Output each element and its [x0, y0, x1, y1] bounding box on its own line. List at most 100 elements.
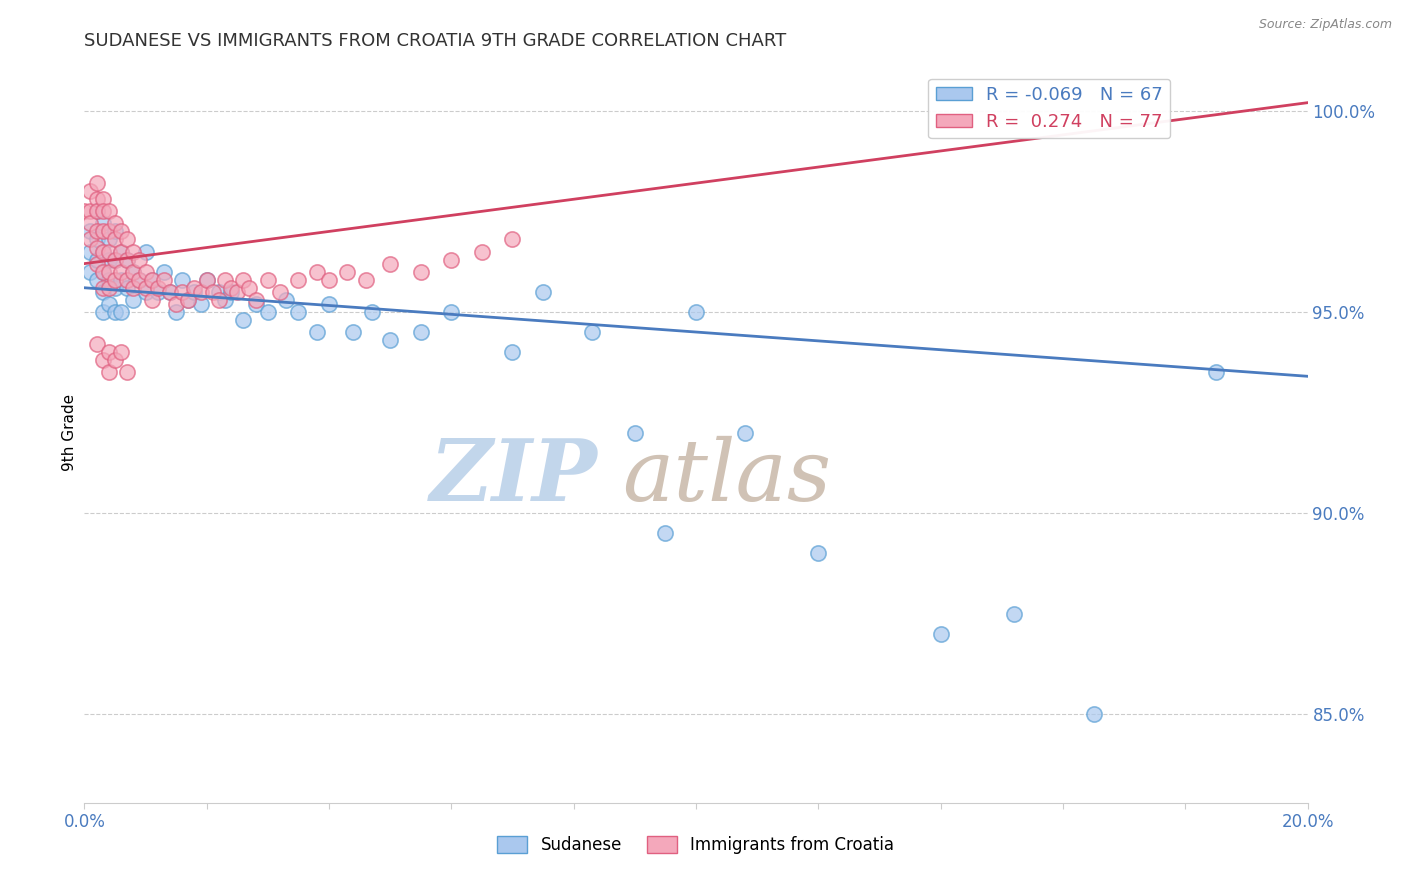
Point: [232, 313, 254, 327]
Point: [91, 244, 114, 259]
Point: [79, 232, 101, 246]
Point: [380, 333, 402, 347]
Point: [79, 204, 101, 219]
Point: [929, 627, 952, 641]
Point: [97, 345, 120, 359]
Point: [86, 273, 108, 287]
Point: [287, 273, 309, 287]
Point: [110, 273, 132, 287]
Y-axis label: 9th Grade: 9th Grade: [62, 394, 77, 471]
Point: [153, 273, 176, 287]
Point: [97, 273, 120, 287]
Point: [86, 192, 108, 206]
Point: [122, 281, 145, 295]
Point: [73, 204, 96, 219]
Point: [318, 297, 340, 311]
Point: [97, 232, 120, 246]
Point: [141, 293, 163, 307]
Point: [104, 353, 127, 368]
Point: [110, 305, 132, 319]
Point: [104, 252, 127, 267]
Point: [86, 257, 108, 271]
Point: [128, 273, 150, 287]
Point: [226, 285, 249, 299]
Point: [409, 265, 432, 279]
Point: [380, 257, 402, 271]
Point: [110, 244, 132, 259]
Point: [97, 252, 120, 267]
Legend: Sudanese, Immigrants from Croatia: Sudanese, Immigrants from Croatia: [491, 830, 901, 861]
Point: [86, 252, 108, 267]
Point: [1083, 707, 1105, 722]
Point: [195, 273, 218, 287]
Point: [115, 232, 138, 246]
Point: [183, 281, 205, 295]
Point: [502, 345, 524, 359]
Point: [624, 425, 647, 440]
Point: [79, 265, 101, 279]
Point: [245, 293, 267, 307]
Point: [91, 216, 114, 230]
Point: [531, 285, 554, 299]
Point: [208, 293, 231, 307]
Point: [305, 265, 328, 279]
Point: [214, 293, 236, 307]
Point: [807, 546, 830, 560]
Point: [245, 297, 267, 311]
Point: [104, 216, 127, 230]
Point: [91, 265, 114, 279]
Point: [97, 365, 120, 379]
Point: [104, 305, 127, 319]
Point: [287, 305, 309, 319]
Point: [135, 244, 157, 259]
Text: atlas: atlas: [623, 435, 832, 518]
Point: [122, 293, 145, 307]
Point: [153, 265, 176, 279]
Point: [135, 265, 157, 279]
Point: [141, 273, 163, 287]
Point: [122, 265, 145, 279]
Point: [97, 224, 120, 238]
Point: [257, 273, 280, 287]
Point: [97, 265, 120, 279]
Point: [79, 184, 101, 198]
Point: [115, 365, 138, 379]
Point: [177, 293, 200, 307]
Text: ZIP: ZIP: [430, 435, 598, 519]
Point: [159, 285, 181, 299]
Point: [305, 325, 328, 339]
Point: [91, 192, 114, 206]
Point: [440, 252, 463, 267]
Point: [146, 285, 169, 299]
Point: [1002, 607, 1025, 621]
Point: [360, 305, 382, 319]
Point: [86, 241, 108, 255]
Point: [115, 252, 138, 267]
Point: [86, 337, 108, 351]
Point: [128, 273, 150, 287]
Point: [471, 244, 494, 259]
Point: [318, 273, 340, 287]
Point: [97, 281, 120, 295]
Point: [79, 244, 101, 259]
Point: [115, 252, 138, 267]
Point: [208, 285, 231, 299]
Point: [91, 244, 114, 259]
Point: [654, 526, 676, 541]
Point: [409, 325, 432, 339]
Point: [135, 281, 157, 295]
Point: [734, 425, 756, 440]
Point: [1205, 365, 1227, 379]
Point: [581, 325, 603, 339]
Point: [269, 285, 291, 299]
Point: [440, 305, 463, 319]
Point: [97, 204, 120, 219]
Point: [97, 244, 120, 259]
Point: [110, 224, 132, 238]
Point: [685, 305, 707, 319]
Point: [86, 204, 108, 219]
Point: [165, 305, 187, 319]
Text: SUDANESE VS IMMIGRANTS FROM CROATIA 9TH GRADE CORRELATION CHART: SUDANESE VS IMMIGRANTS FROM CROATIA 9TH …: [84, 32, 786, 50]
Point: [165, 297, 187, 311]
Point: [183, 285, 205, 299]
